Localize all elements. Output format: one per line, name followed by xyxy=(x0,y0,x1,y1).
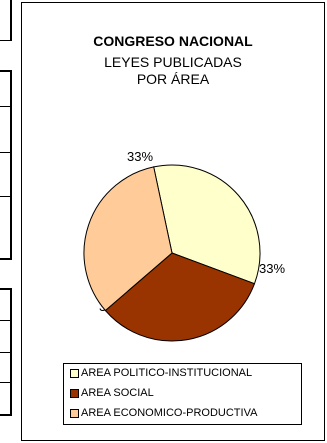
left-frame-rule xyxy=(0,196,10,197)
pie-slice-2 xyxy=(83,166,173,312)
legend-swatch xyxy=(70,388,79,398)
legend-label: AREA POLITICO-INSTITUCIONAL xyxy=(81,367,253,379)
legend-item-politico-institucional: AREA POLITICO-INSTITUCIONAL xyxy=(70,366,252,380)
legend-swatch xyxy=(70,368,79,378)
legend-label: AREA ECONOMICO-PRODUCTIVA xyxy=(81,407,258,419)
left-frame-rule xyxy=(0,152,10,153)
chart-legend: AREA POLITICO-INSTITUCIONAL AREA SOCIAL … xyxy=(63,363,302,425)
chart-subtitle-line-2: POR ÁREA xyxy=(136,71,210,87)
pie-slice-label-2: 33% xyxy=(259,261,285,276)
left-frame-fragment-bottom xyxy=(0,288,12,416)
left-frame-fragment-top xyxy=(0,0,12,41)
pie-slice-1 xyxy=(104,252,256,342)
legend-label: AREA SOCIAL xyxy=(81,387,154,399)
pie-chart: 34%33%33% xyxy=(83,149,285,342)
left-frame-fragment-middle xyxy=(0,70,12,260)
pie-chart-panel: CONGRESO NACIONAL LEYES PUBLICADAS POR Á… xyxy=(21,2,325,441)
left-frame-rule xyxy=(0,106,10,107)
left-frame-rule xyxy=(0,352,10,353)
legend-swatch xyxy=(70,408,79,418)
left-frame-rule xyxy=(0,320,10,321)
left-frame-rule xyxy=(0,382,10,383)
pie-slice-0 xyxy=(153,164,261,285)
pie-slice-label-1: 33% xyxy=(127,149,153,164)
legend-item-social: AREA SOCIAL xyxy=(70,386,154,400)
chart-subtitle-line-1: LEYES PUBLICADAS xyxy=(104,54,242,70)
chart-title: CONGRESO NACIONAL xyxy=(93,33,253,49)
legend-item-economico-productiva: AREA ECONOMICO-PRODUCTIVA xyxy=(70,406,257,420)
